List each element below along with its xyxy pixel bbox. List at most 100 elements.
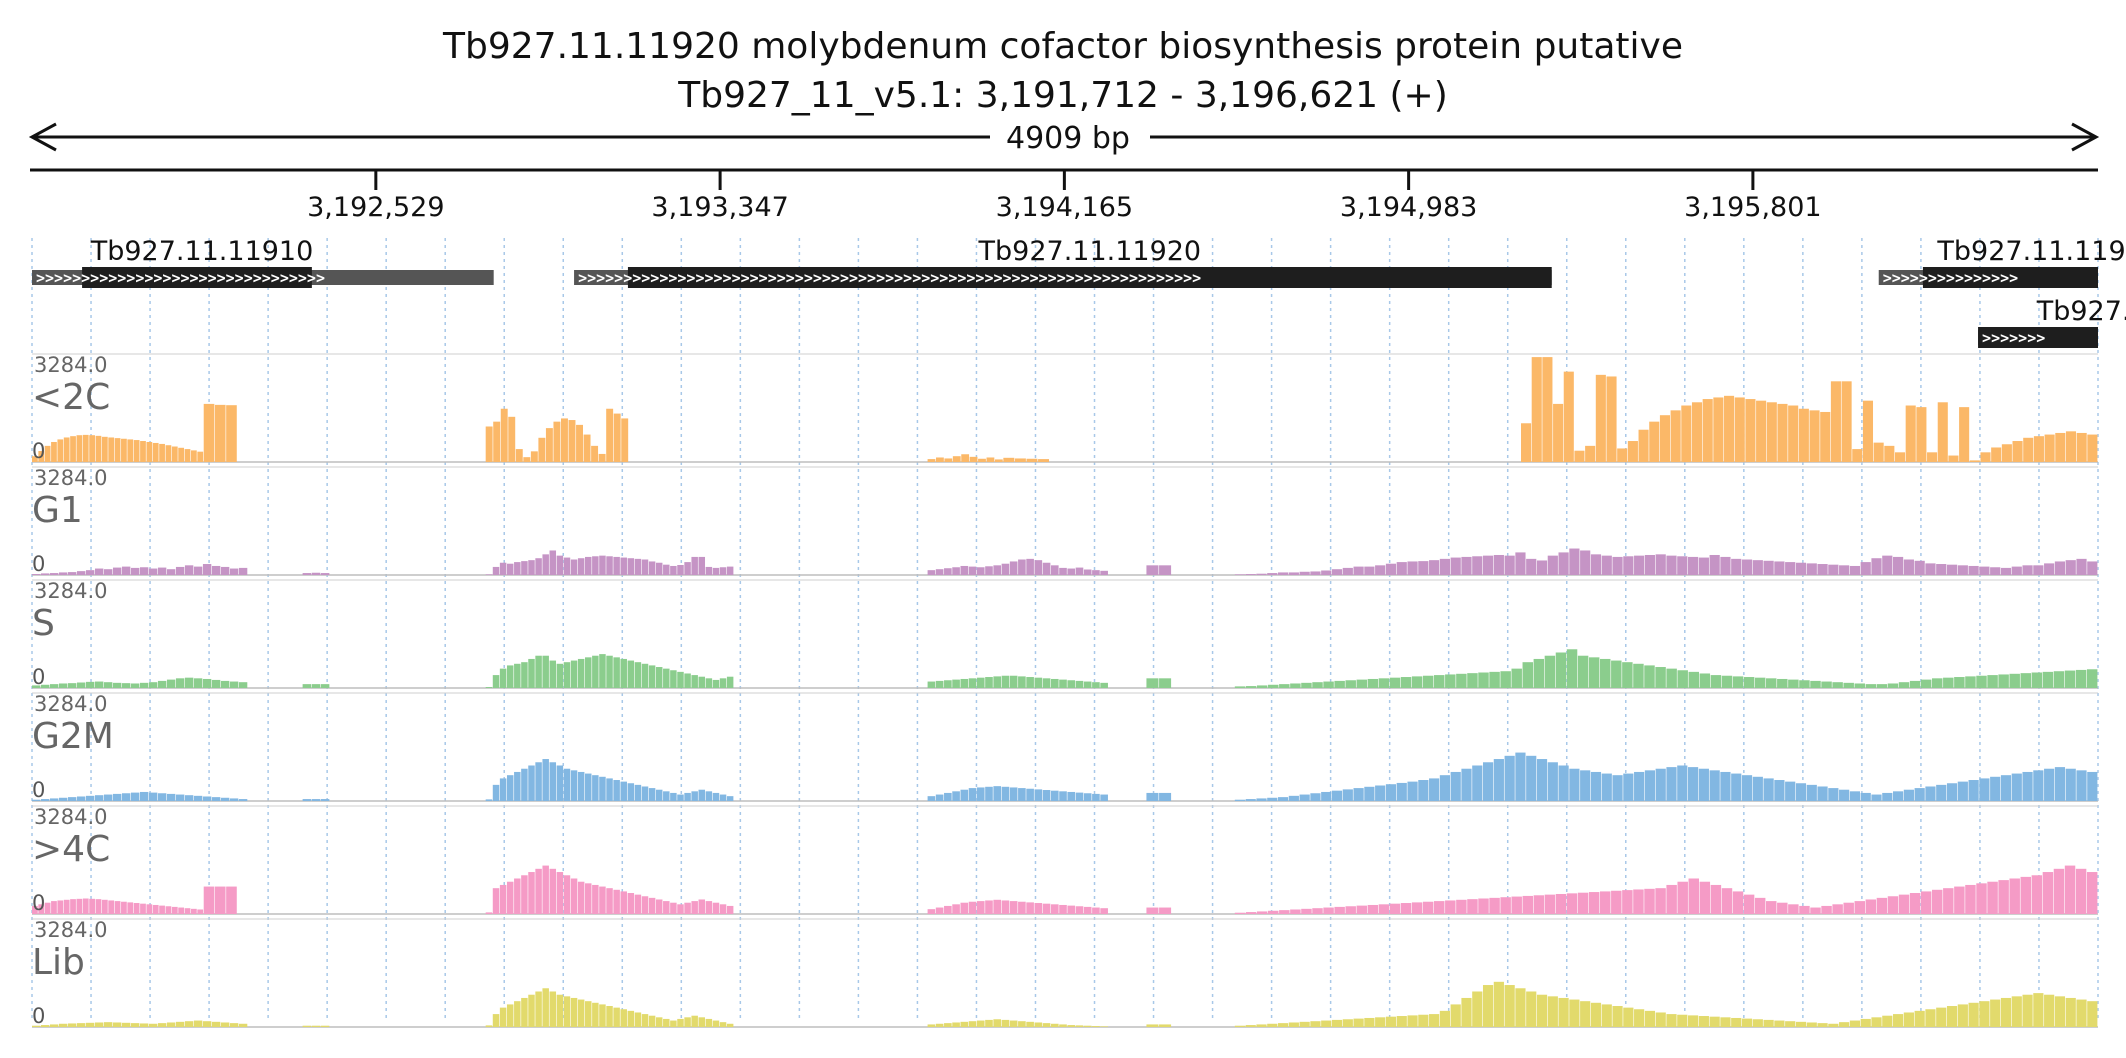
coverage-bar — [568, 420, 576, 462]
coverage-bar — [492, 784, 500, 801]
coverage-bar — [1569, 999, 1580, 1027]
coverage-bar — [499, 1007, 507, 1027]
coverage-bar — [1407, 561, 1418, 575]
coverage-bar — [51, 441, 57, 462]
coverage-bar — [976, 901, 985, 914]
coverage-bar — [620, 781, 627, 801]
coverage-bar — [952, 1022, 960, 1027]
coverage-bar — [1059, 679, 1067, 688]
coverage-bar — [1832, 904, 1843, 914]
coverage-bar — [1612, 775, 1623, 801]
coverage-bar — [238, 799, 248, 801]
coverage-bar — [577, 558, 585, 575]
coverage-bar — [178, 907, 185, 914]
coverage-bar — [993, 676, 1002, 688]
coverage-bar — [1234, 574, 1246, 575]
coverage-bar — [1828, 1023, 1839, 1027]
coverage-bar — [663, 791, 670, 801]
coverage-bar — [1849, 791, 1861, 801]
coverage-bar — [691, 1015, 698, 1027]
coverage-bar — [620, 557, 627, 575]
coverage-bar — [2031, 875, 2043, 914]
coverage-bar — [1873, 442, 1884, 462]
coverage-bar — [1038, 459, 1050, 462]
coverage-bar — [1634, 771, 1645, 801]
ruler-tick-label: 3,193,347 — [651, 192, 788, 223]
coverage-bar — [485, 799, 493, 801]
coverage-bar — [1375, 785, 1386, 801]
coverage-bar — [530, 451, 538, 462]
coverage-bar — [2033, 436, 2044, 462]
coverage-bar — [1788, 405, 1799, 462]
coverage-bar — [1601, 1004, 1612, 1027]
coverage-bar — [49, 798, 59, 801]
coverage-bar — [1331, 790, 1343, 801]
coverage-bar — [648, 1015, 656, 1027]
coverage-bar — [58, 1023, 68, 1027]
coverage-bar — [1882, 555, 1893, 575]
coverage-bar — [178, 447, 185, 462]
coverage-bar — [133, 440, 140, 462]
coverage-bar — [663, 668, 670, 688]
coverage-bar — [95, 899, 102, 914]
coverage-bar — [1353, 566, 1364, 575]
coverage-bar — [1849, 565, 1861, 575]
coverage-bar — [1245, 574, 1256, 575]
coverage-bar — [114, 438, 121, 462]
coverage-bar — [211, 679, 221, 688]
coverage-bar — [726, 796, 734, 801]
coverage-bar — [1670, 410, 1681, 462]
coverage-bar — [1871, 1017, 1882, 1027]
coverage-bar — [1439, 775, 1451, 801]
coverage-bar — [2000, 567, 2012, 575]
coverage-bar — [1655, 888, 1666, 914]
coverage-bar — [1882, 1015, 1893, 1027]
coverage-bar — [1655, 667, 1666, 688]
coverage-bar — [1699, 673, 1711, 688]
coverage-bar — [1075, 1025, 1084, 1027]
coverage-bar — [719, 678, 727, 688]
coverage-bar — [627, 558, 635, 575]
coverage-bar — [1504, 555, 1515, 575]
coverage-bar — [1146, 907, 1159, 914]
coverage-bar — [1627, 441, 1638, 462]
coverage-bar — [627, 660, 635, 688]
coverage-bar — [32, 574, 41, 575]
coverage-bar — [528, 560, 535, 575]
coverage-bar — [1450, 557, 1461, 575]
coverage-bar — [698, 1017, 706, 1027]
coverage-bar — [1677, 765, 1688, 801]
coverage-bar — [719, 567, 727, 575]
coverage-bar — [57, 439, 64, 462]
track-zero-label: 0 — [32, 778, 45, 802]
coverage-bar — [1611, 660, 1622, 688]
coverage-bar — [1042, 678, 1051, 688]
coverage-bar — [1892, 791, 1904, 801]
coverage-bar — [538, 437, 546, 462]
coverage-track: 3284.0<2C 0 — [32, 353, 2098, 463]
coverage-bar — [719, 1022, 727, 1027]
coverage-bar — [1806, 563, 1817, 575]
coverage-bar — [148, 1023, 158, 1027]
coverage-bar — [1839, 565, 1850, 575]
coverage-bar — [76, 435, 83, 462]
coverage-bar — [1957, 781, 1968, 801]
coverage-bar — [698, 899, 706, 914]
coverage-bar — [1865, 684, 1877, 688]
coverage-bar — [1279, 910, 1290, 914]
coverage-bar — [1766, 678, 1777, 688]
coverage-bar — [952, 567, 960, 575]
coverage-bar — [1957, 565, 1968, 575]
coverage-bar — [935, 794, 944, 801]
coverage-bar — [492, 888, 500, 914]
coverage-bar — [1522, 895, 1534, 914]
coverage-bar — [32, 456, 38, 462]
coverage-bar — [648, 561, 656, 575]
coverage-bar — [1666, 555, 1677, 575]
coverage-bar — [76, 682, 86, 688]
gene-track: >>>>>>>>>>>>>>>>>>>>>>>>>>>>>>>> Tb927.11… — [32, 236, 2126, 348]
coverage-bar — [1434, 901, 1445, 914]
coverage-bar — [655, 667, 663, 688]
coverage-bar — [1290, 683, 1301, 688]
coverage-bar — [1001, 563, 1010, 575]
